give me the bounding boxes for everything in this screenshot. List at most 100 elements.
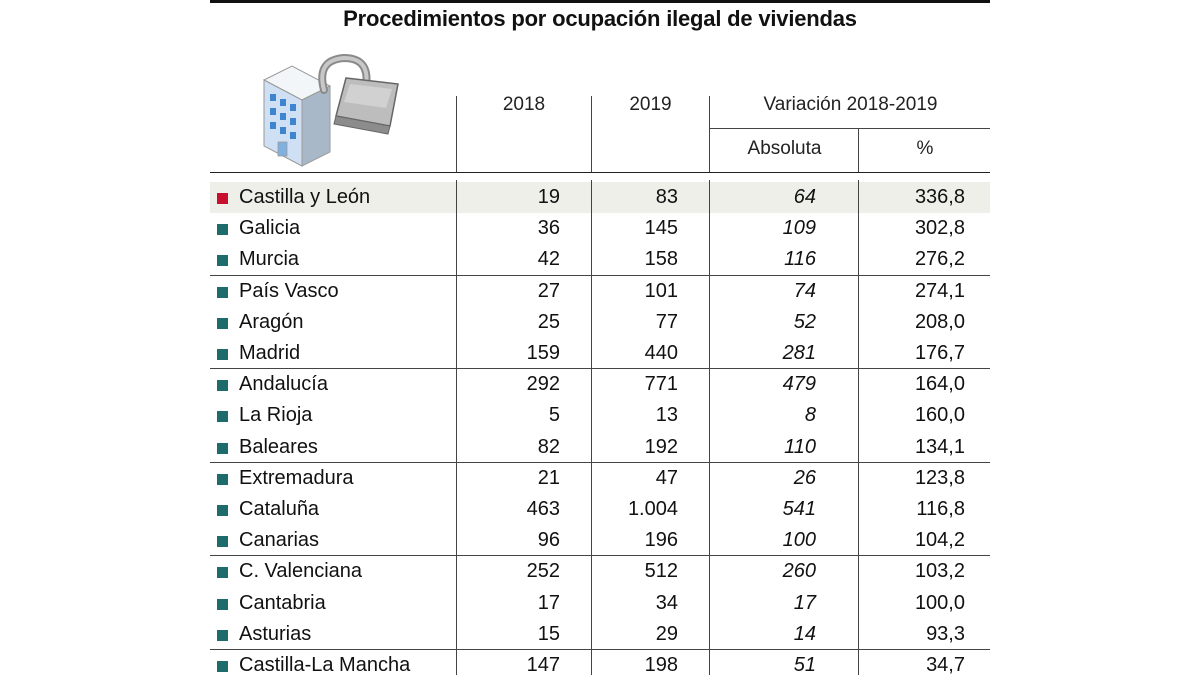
header-absolute: Absoluta [747,138,822,159]
value-percent: 34,7 [926,654,965,676]
header-percent: % [916,138,934,159]
value-percent: 176,7 [914,342,965,364]
header-variation: Variación 2018-2019 [763,94,938,115]
region-name: Baleares [239,435,318,458]
group-separator [210,555,990,556]
value-2018: 463 [526,498,560,520]
value-2019: 771 [644,373,678,396]
value-absolute: 109 [782,217,816,240]
group-separator [210,368,990,369]
value-2018: 17 [537,591,560,614]
region-name: Asturias [239,622,312,645]
value-2019: 47 [655,466,678,489]
header-divider-4 [858,128,859,172]
value-percent: 164,0 [914,373,965,396]
building-with-padlock-icon [262,53,399,167]
value-2018: 147 [526,654,560,676]
value-2019: 440 [644,342,678,364]
table-row: Andalucía 292 771 479 164,0 [210,369,990,400]
value-absolute: 51 [793,654,816,676]
region-marker [217,473,228,485]
value-2018: 27 [537,279,560,302]
value-absolute: 281 [782,342,816,364]
region-name: La Rioja [239,404,313,427]
table-row: Murcia 42 158 116 276,2 [210,244,990,275]
value-percent: 93,3 [926,622,965,645]
value-2018: 252 [526,560,560,583]
value-absolute: 74 [793,279,816,302]
region-name: Cataluña [239,498,320,520]
value-absolute: 116 [784,248,816,271]
value-absolute: 52 [793,310,816,333]
header-divider-1 [456,96,457,172]
value-absolute: 17 [793,591,816,614]
region-marker [217,536,228,548]
value-2019: 158 [644,248,678,271]
header-divider-2 [591,96,592,172]
value-2018: 96 [537,529,560,552]
region-marker [217,567,228,579]
value-2018: 5 [548,404,560,427]
region-marker [217,224,228,236]
value-percent: 116,8 [916,498,965,520]
region-name: Castilla-La Mancha [239,654,411,676]
value-2019: 83 [655,186,678,208]
table-row: Extremadura 21 47 26 123,8 [210,463,990,494]
region-marker [217,286,228,298]
region-marker [217,349,228,360]
value-percent: 134,1 [914,435,965,458]
header-divider-3 [709,96,710,172]
region-name: Extremadura [239,466,354,489]
region-marker [217,193,228,204]
value-percent: 336,8 [914,186,965,208]
value-absolute: 14 [793,622,816,645]
value-2018: 292 [526,373,560,396]
value-absolute: 64 [793,186,816,208]
value-2018: 21 [537,466,560,489]
table-row: Galicia 36 145 109 302,8 [210,213,990,244]
value-2019: 192 [644,435,678,458]
value-percent: 104,2 [914,529,965,552]
table-row: Aragón 25 77 52 208,0 [210,307,990,338]
value-2019: 512 [644,560,678,583]
chart-title: Procedimientos por ocupación ilegal de v… [343,6,857,31]
region-name: Canarias [239,529,320,552]
value-2019: 101 [644,279,678,302]
region-marker [217,661,228,672]
table-row: Cantabria 17 34 17 100,0 [210,588,990,619]
region-marker [217,255,228,267]
region-name: Madrid [239,342,301,364]
value-2018: 19 [537,186,560,208]
value-2019: 1.004 [627,498,678,520]
region-name: Murcia [239,248,300,271]
region-marker [217,411,228,423]
body-divider-4 [858,180,859,675]
region-name: Aragón [239,310,304,333]
value-2018: 15 [537,622,560,645]
region-name: C. Valenciana [239,560,363,583]
header-bottom-rule [210,172,990,173]
value-2019: 145 [644,217,678,240]
value-percent: 208,0 [914,310,965,333]
table-row: Asturias 15 29 14 93,3 [210,619,990,650]
value-percent: 302,8 [914,217,965,240]
value-absolute: 479 [782,373,816,396]
value-2019: 29 [655,622,678,645]
value-percent: 160,0 [914,404,965,427]
region-name: Cantabria [239,591,326,614]
table-row: Baleares 82 192 110 134,1 [210,432,990,463]
value-absolute: 260 [782,560,816,583]
region-marker [217,598,228,610]
top-rule [210,0,990,3]
region-marker [217,505,228,516]
header-2018: 2018 [502,94,546,115]
header-2019: 2019 [629,94,672,115]
value-percent: 123,8 [914,466,965,489]
region-marker [217,317,228,329]
value-percent: 103,2 [914,560,965,583]
value-2018: 42 [537,248,560,271]
value-2018: 82 [537,435,560,458]
table-row: País Vasco 27 101 74 274,1 [210,276,990,307]
value-2019: 34 [655,591,678,614]
value-percent: 100,0 [914,591,965,614]
